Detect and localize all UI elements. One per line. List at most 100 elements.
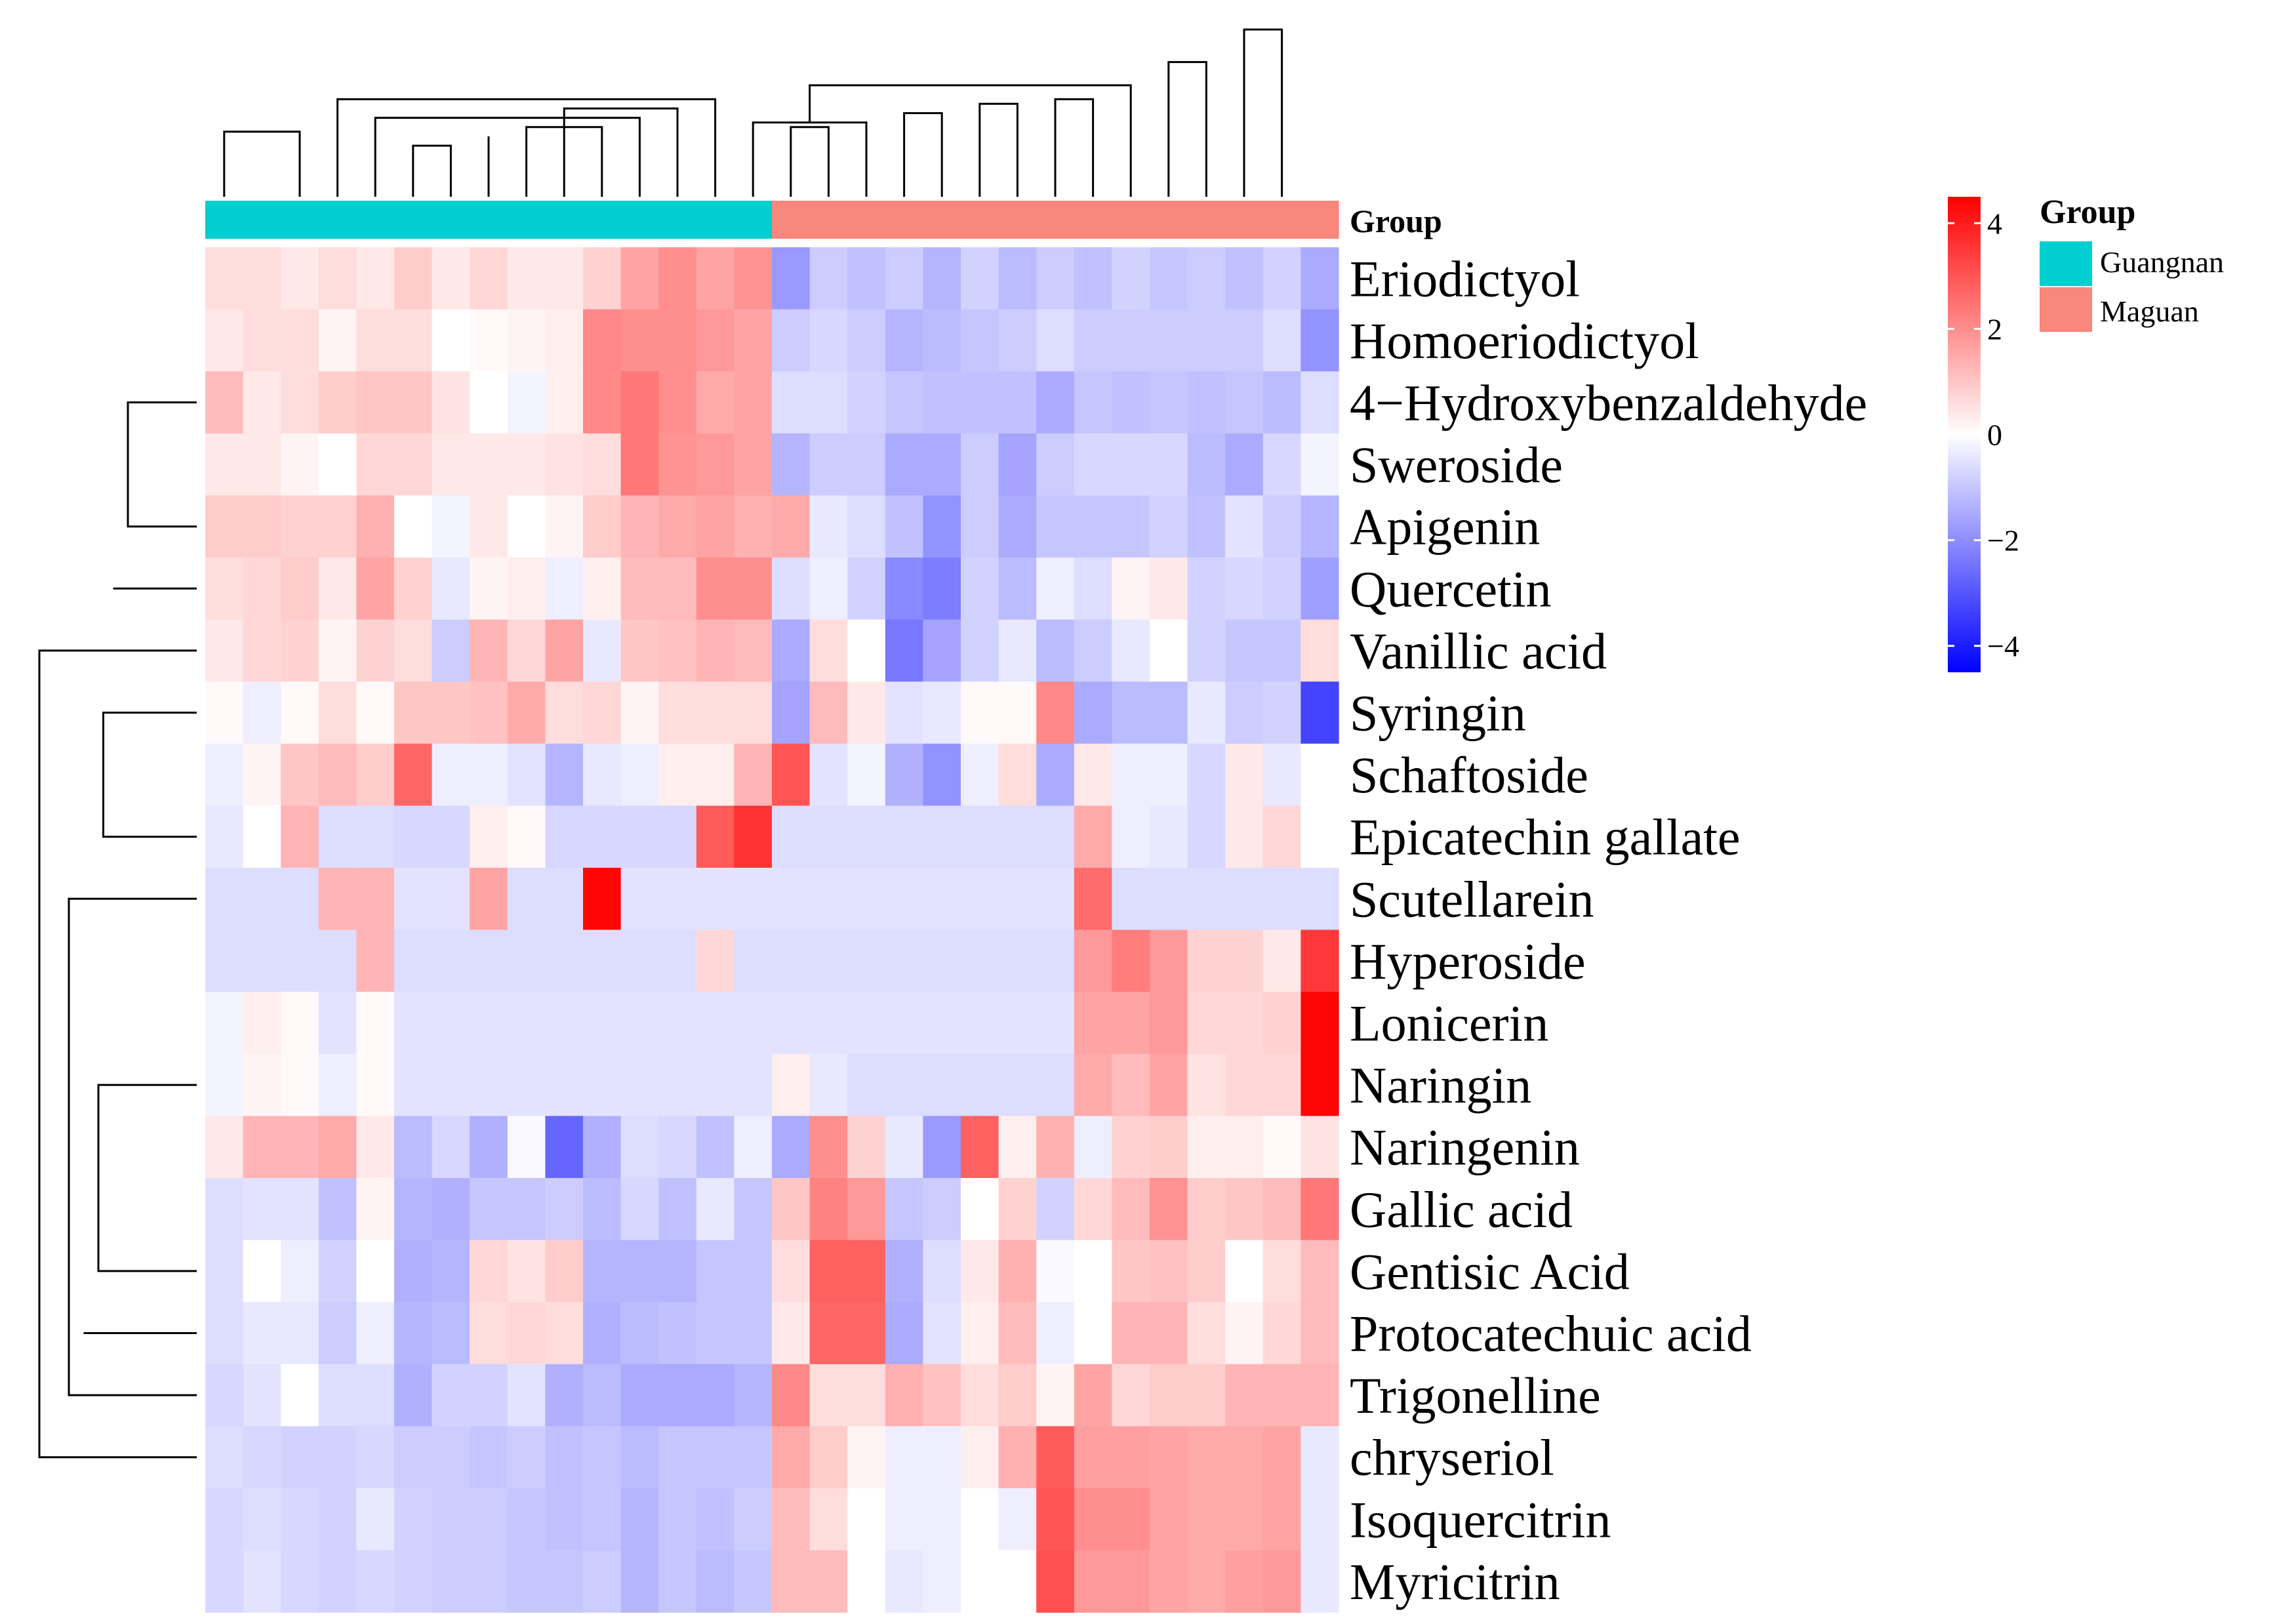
row-label: Trigonelline: [1350, 1367, 1601, 1424]
heatmap-cell: [1150, 558, 1188, 620]
heatmap-cell: [432, 619, 470, 682]
heatmap-cell: [1036, 1116, 1075, 1179]
heatmap-cell: [1036, 433, 1075, 496]
heatmap-cell: [734, 619, 773, 682]
heatmap-cell: [809, 868, 848, 931]
heatmap-cell: [281, 309, 319, 372]
heatmap-cell: [1225, 929, 1264, 992]
heatmap-cell: [1074, 929, 1112, 992]
heatmap-cell: [620, 309, 659, 372]
heatmap-cell: [205, 929, 244, 992]
heatmap-cell: [998, 247, 1037, 310]
heatmap-cell: [470, 681, 508, 744]
color-scale-tick-label: 0: [1987, 418, 2002, 452]
heatmap-cell: [243, 247, 281, 310]
heatmap-cell: [620, 743, 659, 806]
heatmap-cell: [1074, 681, 1112, 744]
heatmap-cell: [1036, 1178, 1075, 1241]
heatmap-cell: [1036, 805, 1075, 868]
group-bar-cell: [1187, 201, 1226, 239]
row-label: Isoquercitrin: [1350, 1491, 1611, 1548]
heatmap-cell: [470, 1178, 508, 1241]
heatmap-cell: [734, 1053, 773, 1116]
heatmap-cell: [809, 1053, 848, 1116]
heatmap-cell: [1187, 309, 1226, 372]
heatmap-cell: [356, 1488, 395, 1551]
heatmap-cell: [1074, 1426, 1112, 1489]
heatmap-cell: [243, 1116, 281, 1179]
heatmap-cell: [205, 1116, 244, 1179]
heatmap-cell: [998, 433, 1037, 496]
heatmap-cell: [356, 1302, 395, 1365]
heatmap-cell: [1112, 681, 1150, 744]
heatmap-cell: [470, 1053, 508, 1116]
heatmap-cell: [1187, 1364, 1226, 1427]
heatmap-cell: [507, 1364, 546, 1427]
heatmap-cell: [847, 1178, 886, 1241]
heatmap-cell: [394, 247, 433, 310]
heatmap-cell: [885, 1240, 923, 1303]
heatmap-cell: [507, 1488, 546, 1551]
heatmap-cell: [885, 1053, 923, 1116]
heatmap-cell: [961, 1053, 999, 1116]
heatmap-cell: [1262, 1302, 1301, 1365]
heatmap-cell: [734, 743, 773, 806]
heatmap-cell: [205, 1178, 244, 1241]
heatmap-cell: [1112, 619, 1150, 682]
heatmap-cell: [998, 1116, 1037, 1179]
heatmap-cell: [205, 1302, 244, 1365]
heatmap-cell: [923, 309, 961, 372]
heatmap-cell: [1225, 743, 1264, 806]
row-label: Vanillic acid: [1350, 622, 1607, 680]
heatmap-cell: [1301, 805, 1339, 868]
heatmap-cell: [1112, 1240, 1150, 1303]
heatmap-cell: [545, 929, 584, 992]
heatmap-cell: [205, 1053, 244, 1116]
heatmap-cell: [620, 868, 659, 931]
heatmap-cell: [432, 309, 470, 372]
heatmap-cell: [961, 868, 999, 931]
heatmap-cell: [394, 992, 433, 1055]
heatmap-cell: [394, 495, 433, 558]
heatmap-cell: [658, 1178, 697, 1241]
heatmap-cell: [1036, 495, 1075, 558]
heatmap-cell: [281, 558, 319, 620]
heatmap-cell: [281, 495, 319, 558]
heatmap-cell: [1187, 247, 1226, 310]
heatmap-cell: [1187, 1178, 1226, 1241]
heatmap-cell: [432, 1550, 470, 1613]
heatmap-cell: [205, 1364, 244, 1427]
heatmap-cell: [1187, 619, 1226, 682]
heatmap-cell: [923, 1116, 961, 1179]
heatmap-cell: [961, 1240, 999, 1303]
heatmap-cell: [394, 619, 433, 682]
heatmap-cell: [809, 929, 848, 992]
heatmap-cell: [961, 558, 999, 620]
heatmap-cell: [205, 1240, 244, 1303]
heatmap-cell: [1036, 992, 1075, 1055]
heatmap-cell: [394, 868, 433, 931]
heatmap-cell: [1225, 1488, 1264, 1551]
group-bar-cell: [847, 201, 886, 239]
heatmap-cell: [356, 929, 395, 992]
heatmap-cell: [658, 681, 697, 744]
heatmap-cell: [847, 743, 886, 806]
heatmap-cell: [583, 1488, 622, 1551]
heatmap-cell: [583, 1426, 622, 1489]
heatmap-cell: [1301, 929, 1339, 992]
heatmap-cell: [1187, 1302, 1226, 1365]
heatmap-cell: [281, 1302, 319, 1365]
group-bar-cell: [356, 201, 395, 239]
heatmap-cell: [545, 433, 584, 496]
heatmap-cell: [696, 1426, 735, 1489]
heatmap-cell: [1074, 371, 1112, 434]
heatmap-cell: [1262, 558, 1301, 620]
heatmap-cell: [281, 929, 319, 992]
heatmap-cell: [1112, 558, 1150, 620]
heatmap-cell: [1036, 743, 1075, 806]
heatmap-cell: [772, 247, 811, 310]
heatmap-cell: [772, 619, 811, 682]
heatmap-cell: [1074, 743, 1112, 806]
heatmap-cell: [734, 1240, 773, 1303]
